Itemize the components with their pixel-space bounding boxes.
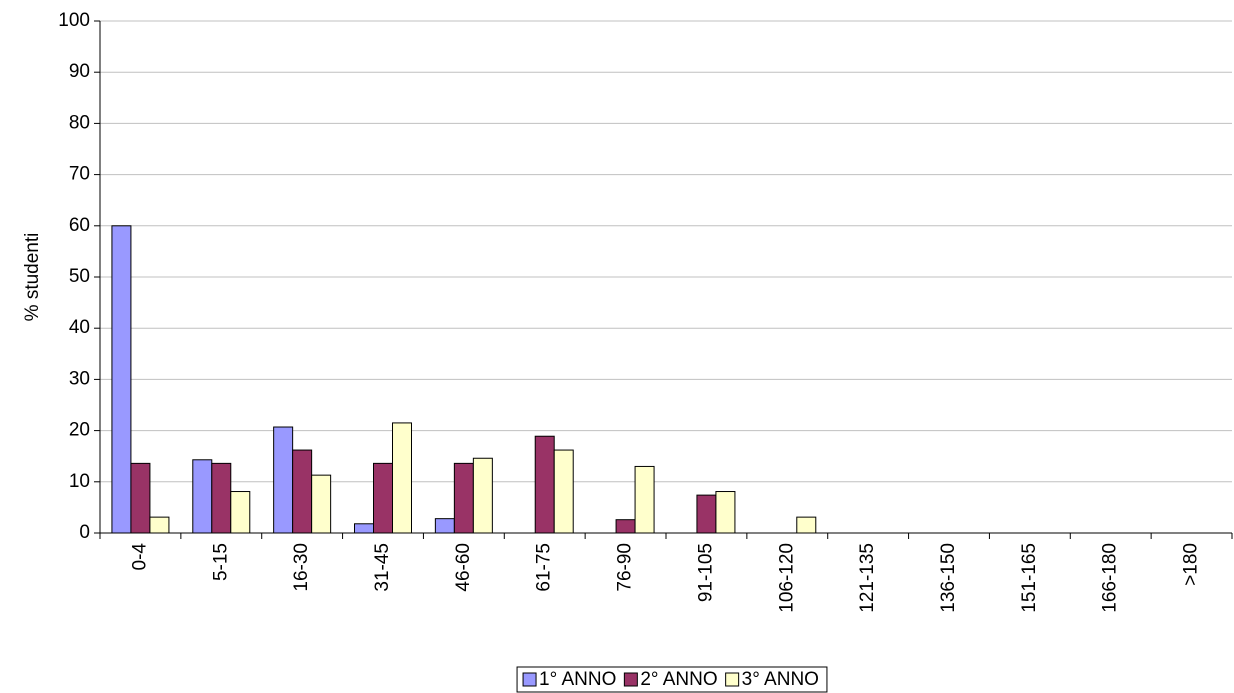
x-tick-label: 31-45 [372,543,393,592]
bar [715,491,736,534]
bar [634,465,655,534]
legend-label: 1° ANNO [539,669,616,690]
y-tick-label: 20 [69,420,90,441]
bar [230,491,251,534]
x-tick-label: 0-4 [129,543,150,571]
y-tick-label: 10 [69,471,90,492]
bar [292,449,313,534]
legend-box [516,666,828,693]
bar [373,462,393,534]
y-tick-label: 70 [69,164,90,185]
x-tick-label: 46-60 [453,543,474,592]
bar [273,426,294,534]
bar [553,449,574,534]
bar [453,462,474,534]
bar [111,225,132,534]
bar [311,474,332,534]
legend-label: 2° ANNO [640,669,717,690]
x-tick-label: 121-135 [857,543,878,613]
legend-label: 3° ANNO [742,669,819,690]
x-tick-label: 136-150 [938,543,959,613]
legend-swatch [623,672,638,687]
x-tick-label: 5-15 [210,543,231,581]
y-axis-label: % studenti [22,233,43,322]
x-tick-label: 106-120 [776,543,797,613]
bar [392,422,412,534]
legend-swatch [522,672,537,687]
y-tick-label: 0 [79,522,90,543]
bar [472,457,493,534]
bar [615,519,636,534]
x-tick-label: 16-30 [291,543,312,592]
y-tick-label: 30 [69,368,90,389]
y-tick-label: 50 [69,266,90,287]
x-tick-label: 76-90 [615,543,636,592]
bar [149,516,170,534]
legend-swatch [725,672,740,687]
bar [211,462,232,534]
y-tick-label: 90 [69,61,90,82]
x-tick-label: 61-75 [534,543,555,592]
y-tick-label: 40 [69,317,90,338]
x-tick-label: 91-105 [695,543,716,602]
bar [796,516,817,534]
x-tick-label: 151-165 [1019,543,1040,613]
legend: 1° ANNO 2° ANNO 3° ANNO [516,666,828,693]
bar [130,462,151,534]
bar [696,494,717,534]
x-tick-label: 166-180 [1100,543,1121,613]
bar [434,518,455,534]
bar [192,459,213,534]
y-tick-label: 80 [69,112,90,133]
bar [534,435,555,534]
x-tick-label: >180 [1181,543,1202,586]
y-tick-label: 100 [58,10,90,31]
bar [354,523,374,534]
y-tick-label: 60 [69,215,90,236]
